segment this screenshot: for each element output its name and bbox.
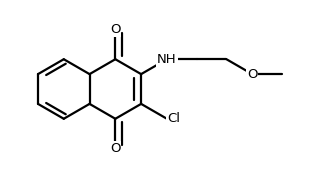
Text: O: O [247, 68, 258, 81]
Text: NH: NH [157, 53, 177, 66]
Text: O: O [110, 23, 121, 36]
Text: Cl: Cl [167, 112, 180, 125]
Text: O: O [110, 142, 121, 155]
